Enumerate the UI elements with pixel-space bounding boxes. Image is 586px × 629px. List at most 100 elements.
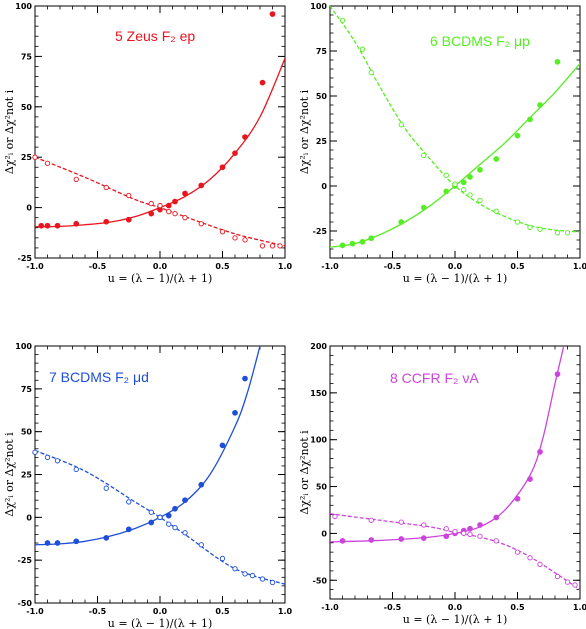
- data-point-filled: [219, 164, 226, 171]
- data-point-open: [514, 549, 521, 555]
- data-point-open: [332, 513, 338, 520]
- data-point-filled: [398, 219, 405, 225]
- data-point-filled: [527, 476, 533, 482]
- data-point-open: [44, 160, 51, 166]
- y-tick-label: -25: [313, 227, 328, 236]
- data-point-open: [339, 17, 346, 24]
- data-point-filled: [165, 512, 172, 519]
- data-point-filled: [537, 102, 543, 108]
- data-point-filled: [103, 218, 110, 225]
- data-point-open: [467, 192, 473, 198]
- data-point-open: [421, 152, 427, 159]
- data-point-filled: [242, 375, 248, 382]
- data-point-filled: [198, 481, 205, 488]
- data-point-filled: [537, 449, 543, 455]
- data-point-open: [182, 215, 188, 221]
- data-point-filled: [368, 537, 375, 543]
- y-tick-label: 100: [310, 436, 327, 445]
- data-point-filled: [38, 222, 45, 229]
- y-tick-label: -25: [18, 556, 33, 565]
- y-axis-label: Δχ²ᵢ or Δχ²not i: [298, 430, 311, 515]
- chart-title: 5 Zeus F₂ ep: [115, 28, 195, 44]
- data-point-open: [514, 219, 521, 225]
- x-tick-label: 0.5: [215, 262, 230, 271]
- data-point-filled: [460, 179, 467, 186]
- fit-curve-solid: [35, 58, 285, 228]
- data-point-open: [527, 224, 533, 231]
- data-point-filled: [259, 79, 266, 86]
- chart-title: 8 CCFR F₂ νA: [390, 370, 479, 386]
- y-axis-label: Δχ²ᵢ or Δχ²not i: [3, 432, 16, 517]
- data-point-open: [527, 555, 533, 561]
- data-point-open: [467, 531, 473, 537]
- panel-4: -1.0 -0.5 0.0 0.5 1.0 -50 0 50 100 150 200 u = (λ −…: [298, 342, 586, 626]
- data-point-open: [493, 208, 499, 214]
- data-point-open: [452, 528, 458, 535]
- y-tick-label: 25: [21, 471, 33, 480]
- data-point-open: [126, 192, 132, 199]
- data-point-open: [157, 514, 163, 520]
- panel-3: -1.0 -0.5 0.0 0.5 1.0 -50 -25 0 25 50 75 100 u = (λ …: [3, 342, 293, 629]
- data-point-open: [359, 46, 366, 52]
- x-axis-label: u = (λ − 1)/(λ + 1): [403, 272, 508, 285]
- y-tick-label: 25: [316, 137, 328, 146]
- data-point-open: [172, 210, 178, 217]
- x-axis-label: u = (λ − 1)/(λ + 1): [108, 617, 213, 629]
- data-point-open: [126, 499, 132, 505]
- y-tick-label: 75: [21, 52, 33, 61]
- y-tick-label: -50: [313, 576, 328, 585]
- data-point-filled: [477, 522, 483, 528]
- x-tick-label: -0.5: [384, 603, 402, 612]
- data-point-open: [493, 538, 499, 544]
- y-tick-label: 50: [316, 483, 328, 492]
- data-point-open: [242, 571, 248, 577]
- chart-title: 7 BCDMS F₂ μd: [49, 369, 149, 385]
- data-point-filled: [182, 497, 188, 504]
- fit-curve-dashed: [35, 449, 285, 585]
- data-point-filled: [172, 505, 178, 512]
- y-tick-label: 0: [26, 204, 32, 213]
- y-tick-label: 0: [26, 513, 32, 522]
- data-point-filled: [73, 220, 80, 227]
- data-point-filled: [359, 238, 366, 245]
- y-tick-label: 100: [15, 2, 32, 11]
- data-point-open: [232, 235, 238, 241]
- data-point-open: [259, 576, 266, 582]
- data-point-open: [477, 197, 483, 204]
- x-axis-label: u = (λ − 1)/(λ + 1): [108, 272, 213, 285]
- y-tick-label: 100: [15, 342, 32, 351]
- data-point-open: [368, 69, 374, 76]
- data-point-open: [54, 458, 61, 464]
- data-point-open: [537, 226, 543, 232]
- data-point-open: [249, 572, 256, 579]
- x-tick-label: 0.5: [510, 603, 525, 612]
- data-point-open: [73, 176, 79, 183]
- data-point-open: [554, 230, 561, 236]
- x-tick-label: 0.5: [510, 262, 525, 271]
- fit-curve-dashed: [35, 156, 285, 247]
- data-point-filled: [198, 182, 205, 189]
- data-point-open: [421, 522, 427, 528]
- data-point-filled: [443, 533, 450, 540]
- x-tick-label: 0.5: [215, 607, 230, 616]
- data-point-open: [259, 243, 266, 249]
- data-point-open: [73, 466, 79, 473]
- data-point-open: [461, 186, 467, 193]
- data-point-open: [198, 542, 204, 548]
- data-point-filled: [527, 116, 533, 123]
- data-point-filled: [269, 11, 276, 17]
- data-point-filled: [467, 174, 473, 180]
- y-tick-label: -50: [18, 599, 33, 608]
- data-point-filled: [339, 538, 346, 544]
- data-point-filled: [125, 216, 132, 223]
- data-point-open: [564, 230, 571, 236]
- data-point-filled: [165, 202, 172, 209]
- data-point-open: [554, 573, 561, 580]
- data-point-open: [166, 208, 172, 215]
- x-tick-label: 0.0: [153, 262, 168, 271]
- x-tick-label: 0.0: [448, 262, 463, 271]
- y-axis-label: Δχ²ᵢ or Δχ²not i: [3, 89, 16, 174]
- data-point-filled: [368, 235, 375, 242]
- x-tick-label: 0.0: [448, 603, 463, 612]
- data-point-open: [32, 449, 38, 455]
